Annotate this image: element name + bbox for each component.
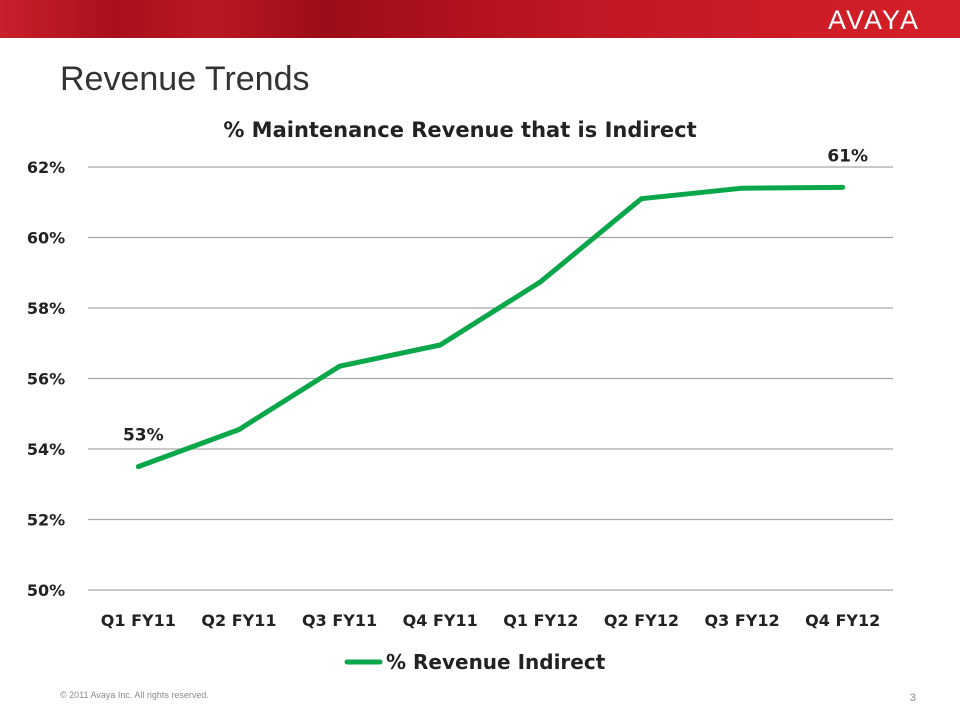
x-tick-label: Q2 FY12 [604, 611, 679, 630]
chart-title: % Maintenance Revenue that is Indirect [223, 118, 696, 142]
y-tick-label: 62% [27, 158, 65, 177]
line-chart: % Maintenance Revenue that is Indirect 5… [27, 118, 893, 674]
grid-lines [88, 166, 893, 591]
y-tick-label: 58% [27, 299, 65, 318]
y-axis-ticks: 50% 52% 54% 56% 58% 60% 62% [27, 158, 65, 600]
x-tick-label: Q1 FY11 [101, 611, 176, 630]
footer-copyright: © 2011 Avaya Inc. All rights reserved. [60, 690, 209, 700]
y-tick-label: 54% [27, 440, 65, 459]
data-labels: 53% 61% [123, 146, 868, 445]
series-line [135, 184, 846, 470]
x-tick-label: Q4 FY11 [403, 611, 478, 630]
y-tick-label: 52% [27, 511, 65, 530]
x-axis-ticks: Q1 FY11 Q2 FY11 Q3 FY11 Q4 FY11 Q1 FY12 Q2 FY… [101, 611, 880, 630]
x-tick-label: Q3 FY11 [302, 611, 377, 630]
page-title: Revenue Trends [60, 60, 310, 98]
x-tick-label: Q2 FY11 [201, 611, 276, 630]
page-number: 3 [909, 692, 916, 704]
header-bar: AVAYA [0, 0, 960, 38]
x-tick-label: Q4 FY12 [805, 611, 880, 630]
data-label: 61% [827, 146, 868, 166]
x-tick-label: Q3 FY12 [705, 611, 780, 630]
y-tick-label: 56% [27, 370, 65, 389]
avaya-logo: AVAYA [827, 5, 920, 35]
x-tick-label: Q1 FY12 [503, 611, 578, 630]
y-tick-label: 50% [27, 581, 65, 600]
legend: % Revenue Indirect [344, 650, 606, 674]
series-layer [135, 184, 846, 470]
legend-label: % Revenue Indirect [386, 650, 606, 674]
data-label: 53% [123, 426, 164, 446]
y-tick-label: 60% [27, 229, 65, 248]
